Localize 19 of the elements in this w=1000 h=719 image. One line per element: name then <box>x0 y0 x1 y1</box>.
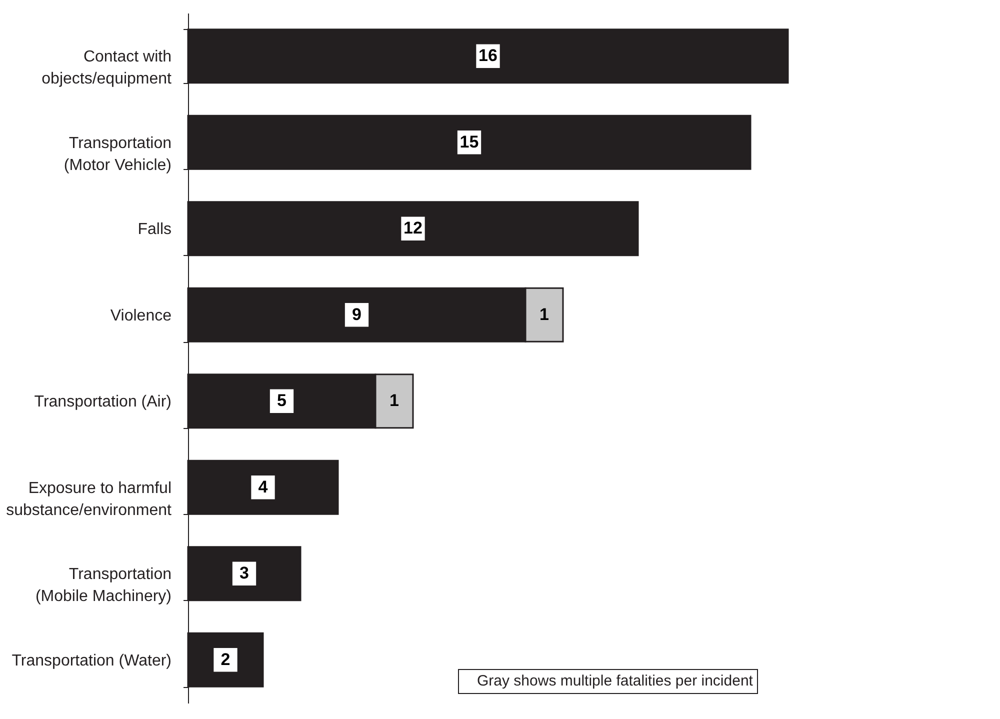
y-tick-label: Violence <box>110 307 172 324</box>
data-label: 3 <box>240 564 249 583</box>
y-tick-label: Contact with objects/equipment <box>42 48 172 88</box>
y-tick-label: Falls <box>138 221 172 238</box>
data-label: 2 <box>220 650 230 669</box>
data-label: 9 <box>352 304 362 324</box>
y-tick-label: Exposure to harmful substance/environment <box>6 480 172 519</box>
annotation: Gray shows multiple fatalities per incident <box>477 672 754 690</box>
y-tick-label: Transportation (Air) <box>34 394 172 411</box>
data-label: 4 <box>258 477 268 496</box>
data-label: 16 <box>478 46 498 66</box>
data-label: 12 <box>404 218 422 238</box>
y-tick-label: Transportation (Motor Vehicle) <box>64 134 172 174</box>
data-label: 5 <box>277 391 286 410</box>
y-tick-label: Transportation (Water) <box>12 652 172 670</box>
data-label: 1 <box>540 304 549 324</box>
y-tick-label: Transportation (Mobile Machinery) <box>35 566 172 606</box>
data-label: 15 <box>460 132 479 152</box>
data-label: 1 <box>390 391 399 410</box>
